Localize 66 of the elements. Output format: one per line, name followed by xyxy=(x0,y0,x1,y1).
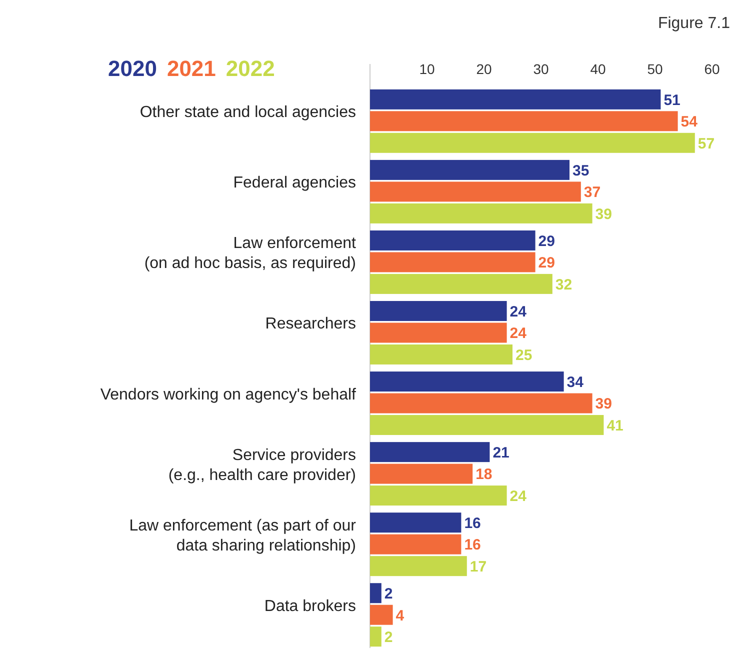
data-label: 32 xyxy=(555,276,572,294)
data-label: 29 xyxy=(538,232,555,250)
data-label: 24 xyxy=(510,488,528,505)
bar xyxy=(370,322,507,343)
text: 2021 xyxy=(166,56,216,81)
data-label: 4 xyxy=(396,607,405,624)
x-tick-label: 40 xyxy=(590,61,606,77)
bar xyxy=(370,604,393,625)
bar xyxy=(370,415,604,435)
data-label: 34 xyxy=(566,374,584,391)
bar xyxy=(370,160,570,180)
y-tick-label: Data brokers xyxy=(264,598,356,615)
x-tick-label: 60 xyxy=(704,61,720,77)
x-tick-label: 50 xyxy=(647,61,663,77)
bar xyxy=(370,583,382,604)
bar xyxy=(370,300,507,321)
data-label: 18 xyxy=(476,466,492,484)
data-label: 35 xyxy=(572,162,590,180)
y-tick-label: Researchers xyxy=(265,316,356,333)
bar xyxy=(370,344,512,364)
bar xyxy=(370,372,564,392)
bar xyxy=(370,534,462,554)
x-tick-label: 20 xyxy=(476,61,492,77)
data-label: 21 xyxy=(492,444,510,462)
bar xyxy=(370,182,581,202)
data-label: 39 xyxy=(595,396,612,413)
y-tick-label: Service providers (e.g., health care provider) xyxy=(168,446,356,484)
bar xyxy=(370,132,695,153)
data-label: 2 xyxy=(384,628,393,646)
bar xyxy=(370,111,678,132)
data-label: 51 xyxy=(664,92,680,109)
data-label: 37 xyxy=(584,184,601,202)
data-label: 29 xyxy=(538,254,555,272)
bar xyxy=(370,442,490,462)
y-tick-label: Law enforcement (on ad hoc basis, as required) xyxy=(144,235,357,272)
bar xyxy=(370,274,552,294)
bar xyxy=(370,556,467,576)
data-label: 17 xyxy=(470,558,487,576)
y-tick-label: Federal agencies xyxy=(233,174,356,192)
bar xyxy=(370,252,536,272)
data-label: 24 xyxy=(510,303,528,320)
data-label: 16 xyxy=(464,536,481,554)
y-tick-label: Law enforcement (as part of our data sharing relationship) xyxy=(129,517,357,554)
text: 2022 xyxy=(226,56,275,81)
bar xyxy=(370,230,536,250)
bar xyxy=(370,486,507,506)
bar xyxy=(370,203,592,224)
data-label: 54 xyxy=(680,114,698,131)
data-label: 25 xyxy=(516,346,532,364)
bar xyxy=(370,512,462,533)
data-label: 39 xyxy=(595,206,612,223)
data-label: 2 xyxy=(384,586,393,603)
data-label: 57 xyxy=(698,135,715,152)
bar xyxy=(370,393,592,414)
text: 2020 xyxy=(108,56,157,81)
y-tick-label: Vendors working on agency's behalf xyxy=(100,386,357,404)
y-tick-label: Other state and local agencies xyxy=(140,104,356,122)
x-tick-label: 10 xyxy=(419,61,435,77)
bar xyxy=(370,464,473,484)
bar xyxy=(370,89,661,110)
data-label: 24 xyxy=(510,325,528,342)
data-label: 16 xyxy=(464,514,481,532)
x-tick-label: 30 xyxy=(533,61,549,77)
data-label: 41 xyxy=(606,417,624,434)
caption: Figure 7.1 xyxy=(658,15,730,32)
bar xyxy=(370,626,382,647)
